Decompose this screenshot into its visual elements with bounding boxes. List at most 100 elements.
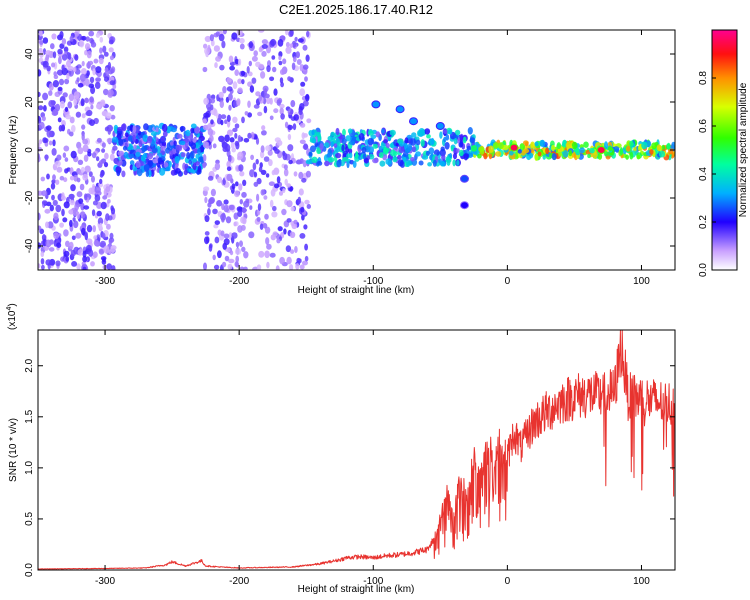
spectrogram-cell: [233, 190, 240, 198]
spectrogram-cell: [98, 57, 104, 65]
spectrogram-cell: [362, 153, 367, 160]
spectrogram-cell: [81, 227, 86, 236]
spectrogram-cell: [63, 46, 69, 53]
spectrogram-cell: [231, 32, 238, 40]
spectrogram-cell: [69, 131, 74, 137]
spectrogram-cell: [299, 139, 306, 145]
spectrogram-cell: [213, 45, 220, 52]
spectrogram-cell: [231, 232, 238, 239]
spectrogram-cell: [85, 111, 91, 116]
spectrogram-cell: [42, 60, 49, 68]
spectrogram-cell: [255, 158, 259, 165]
spectrogram-cell: [319, 143, 324, 151]
spectrogram-cell: [168, 150, 174, 156]
spectrogram-cell: [228, 258, 235, 264]
spectrogram-cell: [282, 188, 286, 194]
spectrogram-cell: [383, 147, 389, 155]
spectrogram-cell: [106, 263, 112, 270]
spectrogram-cell: [38, 225, 42, 231]
spectrogram-cell: [587, 153, 591, 159]
spectrogram-cell: [86, 224, 93, 233]
spectrogram-cell: [234, 132, 238, 139]
spectrogram-cell: [63, 145, 70, 152]
spectrogram-cell: [268, 159, 273, 167]
spectrogram-cell: [79, 183, 85, 191]
spectrogram-feature: [409, 117, 418, 126]
spectrogram-cell: [103, 162, 109, 168]
spectrogram-cell: [63, 250, 70, 257]
spectrogram-cell: [168, 161, 172, 168]
spectrogram-cell: [52, 139, 56, 147]
spectrogram-cell: [207, 208, 211, 216]
spectrogram-cell: [248, 231, 255, 239]
spectrogram-cell: [241, 79, 245, 85]
spectrogram-cell: [100, 201, 107, 210]
spectrogram-cell: [271, 55, 276, 60]
spectrogram-cell: [398, 146, 405, 154]
spectrogram-cell: [534, 141, 539, 147]
spectrogram-cell: [304, 76, 308, 82]
spectrogram-cell: [597, 153, 603, 160]
spectrogram-cell: [372, 158, 379, 164]
spectrogram-feature: [371, 100, 381, 109]
spectrogram-feature: [509, 143, 519, 152]
spectrogram-cell: [170, 141, 174, 146]
spectrogram-cell: [62, 217, 68, 223]
spectrogram-cell: [224, 255, 230, 262]
spectrogram-cell: [69, 200, 76, 206]
spectrogram-cell: [52, 199, 58, 206]
x-tick-label: -200: [229, 276, 249, 287]
spectrogram-cell: [223, 238, 230, 246]
spectrogram-cell: [235, 142, 240, 150]
spectrogram-cell: [235, 255, 239, 263]
spectrogram-cell: [82, 173, 89, 181]
spectrogram-cell: [185, 140, 189, 149]
spectrogram-cell: [278, 60, 283, 66]
spectrogram-cell: [241, 116, 245, 124]
spectrogram-cell: [109, 186, 113, 193]
spectrogram-cell: [239, 37, 245, 44]
spectrogram-cell: [225, 216, 232, 224]
spectrogram-cell: [61, 208, 65, 217]
spectrogram-cell: [247, 100, 251, 108]
spectrogram-cell: [293, 114, 300, 121]
spectrogram-cell: [551, 153, 557, 161]
spectrogram-cell: [203, 262, 207, 270]
spectrogram-cell: [79, 39, 85, 48]
spectrogram-cell: [94, 194, 101, 202]
spectrogram-cell: [69, 241, 74, 250]
spectrogram-cell: [65, 114, 71, 120]
spectrogram-cell: [66, 72, 70, 80]
spectrogram-cell: [274, 148, 280, 154]
spectrogram-cell: [378, 152, 384, 159]
spectrogram-cell: [98, 182, 104, 188]
spectrogram-cell: [61, 192, 65, 200]
spectrogram-cell: [583, 141, 589, 148]
spectrogram-cell: [302, 260, 308, 266]
spectrogram-cell: [425, 150, 430, 156]
spectrogram-cell: [285, 245, 292, 253]
spectrogram-cell: [233, 212, 239, 220]
spectrogram-cell: [160, 145, 166, 152]
spectrogram-cell: [456, 148, 460, 153]
spectrogram-cell: [397, 159, 404, 167]
spectrogram-cell: [108, 69, 113, 75]
spectrogram-cell: [259, 223, 264, 230]
spectrogram-cell: [287, 133, 292, 141]
spectrogram-cell: [55, 260, 61, 267]
spectrogram-cell: [613, 146, 620, 152]
spectrogram-cell: [51, 148, 57, 156]
spectrogram-cell: [314, 142, 319, 148]
snr-panel: -300 -200 -100 0 100 0.0 0.5 1.0 1.5 2.0 Height …: [6, 303, 676, 595]
spectrogram-cell: [89, 96, 94, 103]
spectrogram-cell: [82, 138, 89, 145]
y-tick-label: 1.5: [24, 409, 35, 423]
spectrogram-cell: [407, 143, 413, 152]
spectrogram-cell: [306, 30, 310, 38]
x-tick-label: 100: [633, 276, 650, 287]
x-tick-label: 100: [633, 576, 650, 587]
spectrogram-cell: [102, 45, 107, 53]
spectrogram-cell: [40, 251, 45, 258]
spectrogram-cell: [239, 43, 245, 50]
spectrogram-cell: [298, 109, 303, 115]
